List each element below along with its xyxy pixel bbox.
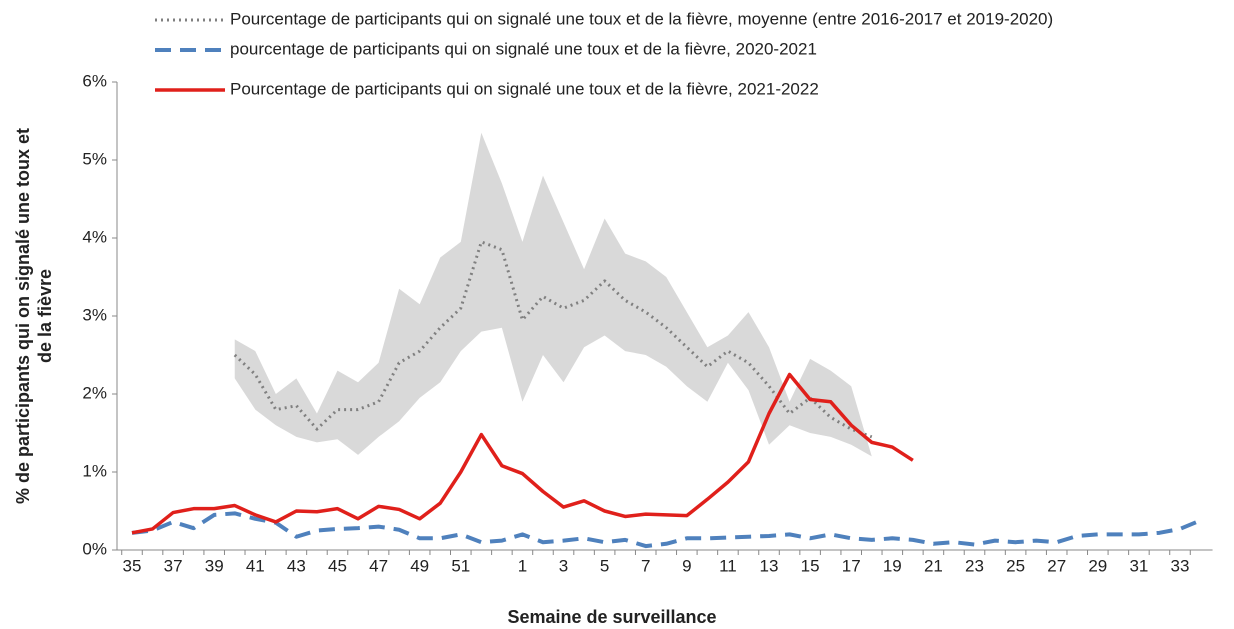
y-tick-label: 1% (82, 461, 107, 480)
x-tick-label: 31 (1129, 556, 1148, 575)
x-tick-label: 25 (1006, 556, 1025, 575)
x-tick-label: 13 (760, 556, 779, 575)
x-tick-label: 39 (205, 556, 224, 575)
y-axis-title: % de participants qui on signalé une tou… (13, 128, 33, 504)
x-tick-label: 9 (682, 556, 691, 575)
x-tick-label: 5 (600, 556, 609, 575)
series-line (131, 372, 914, 535)
y-tick-label: 3% (82, 305, 107, 324)
x-tick-label: 29 (1088, 556, 1107, 575)
x-tick-label: 33 (1171, 556, 1190, 575)
series-line (233, 240, 873, 439)
x-tick-label: 21 (924, 556, 943, 575)
x-tick-label: 27 (1047, 556, 1066, 575)
y-tick-label: 6% (82, 71, 107, 90)
legend-label: Pourcentage de participants qui on signa… (230, 79, 819, 98)
x-tick-label: 11 (719, 556, 737, 575)
x-tick-label: 7 (641, 556, 650, 575)
x-tick-label: 3 (559, 556, 568, 575)
series-line (131, 511, 1202, 549)
x-tick-label: 47 (369, 556, 388, 575)
x-tick-label: 19 (883, 556, 902, 575)
range-band (234, 132, 872, 457)
x-tick-label: 15 (801, 556, 820, 575)
x-tick-label: 41 (246, 556, 265, 575)
x-tick-label: 51 (451, 556, 470, 575)
y-tick-label: 2% (82, 383, 107, 402)
x-tick-label: 45 (328, 556, 347, 575)
x-tick-label: 49 (410, 556, 429, 575)
legend-label: pourcentage de participants qui on signa… (230, 39, 817, 58)
y-tick-label: 4% (82, 227, 107, 246)
x-tick-label: 1 (518, 556, 527, 575)
x-tick-label: 23 (965, 556, 984, 575)
y-axis-title: de la fièvre (35, 269, 55, 363)
legend-label: Pourcentage de participants qui on signa… (230, 9, 1053, 28)
x-tick-label: 17 (842, 556, 861, 575)
x-axis-title: Semaine de surveillance (507, 607, 716, 627)
x-tick-label: 35 (123, 556, 142, 575)
y-tick-label: 0% (82, 539, 107, 558)
y-tick-label: 5% (82, 149, 107, 168)
x-tick-label: 43 (287, 556, 306, 575)
x-tick-label: 37 (164, 556, 183, 575)
